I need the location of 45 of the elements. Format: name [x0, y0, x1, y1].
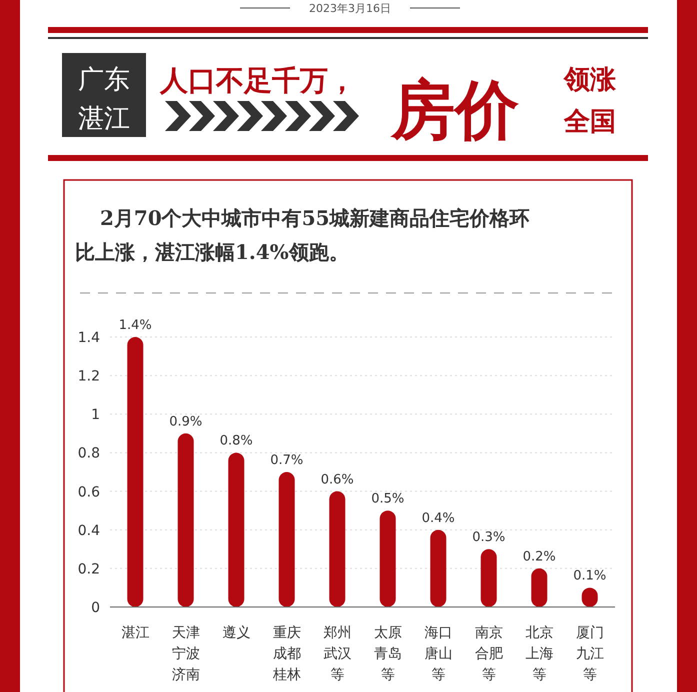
x-tick-label: 太原青岛等: [374, 625, 402, 683]
data-label: 0.9%: [169, 414, 202, 430]
bar: [480, 549, 497, 607]
data-label: 0.7%: [270, 453, 304, 468]
bar: [178, 433, 194, 607]
x-tick-label: 重庆成都桂林: [272, 625, 301, 683]
y-tick-label: 0: [91, 600, 100, 616]
x-tick-label: 南京合肥等: [474, 625, 503, 683]
text: 全国: [563, 107, 616, 137]
x-tick-label: 湛江: [121, 625, 150, 641]
bar: [228, 452, 244, 607]
data-label: 0.5%: [371, 492, 404, 507]
y-tick-label: 0.6: [78, 484, 100, 500]
data-label: 1.4%: [118, 318, 152, 333]
x-tick-label: 遵义: [222, 625, 250, 641]
bar: [380, 510, 396, 607]
y-tick-label: 0.2: [78, 561, 100, 578]
y-tick-label: 1.4: [78, 330, 100, 346]
chart-title: 人口不足千万，: [159, 64, 356, 97]
data-label: 0.6%: [320, 472, 354, 488]
text: 湛江: [78, 104, 130, 134]
x-tick-label: 海口唐山等: [424, 625, 452, 683]
bar: [127, 337, 144, 607]
bar: [531, 568, 548, 607]
y-tick-label: 1.2: [78, 368, 100, 385]
text: 房价: [390, 74, 519, 148]
chart-subtitle: 2月70个大中城市中有55城新建商品住宅价格环比上涨，湛江涨幅1.4%领跑。: [75, 206, 530, 264]
bar: [430, 530, 446, 607]
bar: [278, 472, 295, 607]
x-tick-label: 厦门九江等: [576, 625, 604, 683]
data-label: 0.1%: [573, 568, 606, 584]
data-label: 0.8%: [220, 434, 253, 449]
x-tick-label: 北京上海等: [525, 625, 554, 683]
text: 2023年3月16日: [309, 2, 391, 15]
text: 广东: [78, 65, 130, 95]
y-tick-label: 0.8: [78, 446, 100, 462]
data-label: 0.3%: [472, 530, 506, 546]
data-label: 0.4%: [422, 510, 455, 526]
text: 领涨: [563, 65, 617, 95]
y-tick-label: 1: [91, 407, 100, 424]
x-tick-label: 郑州武汉等: [323, 625, 352, 683]
x-tick-label: 天津宁波济南: [172, 625, 200, 683]
y-tick-label: 0.4: [78, 522, 100, 539]
data-label: 0.2%: [522, 549, 556, 564]
bar: [329, 491, 346, 607]
